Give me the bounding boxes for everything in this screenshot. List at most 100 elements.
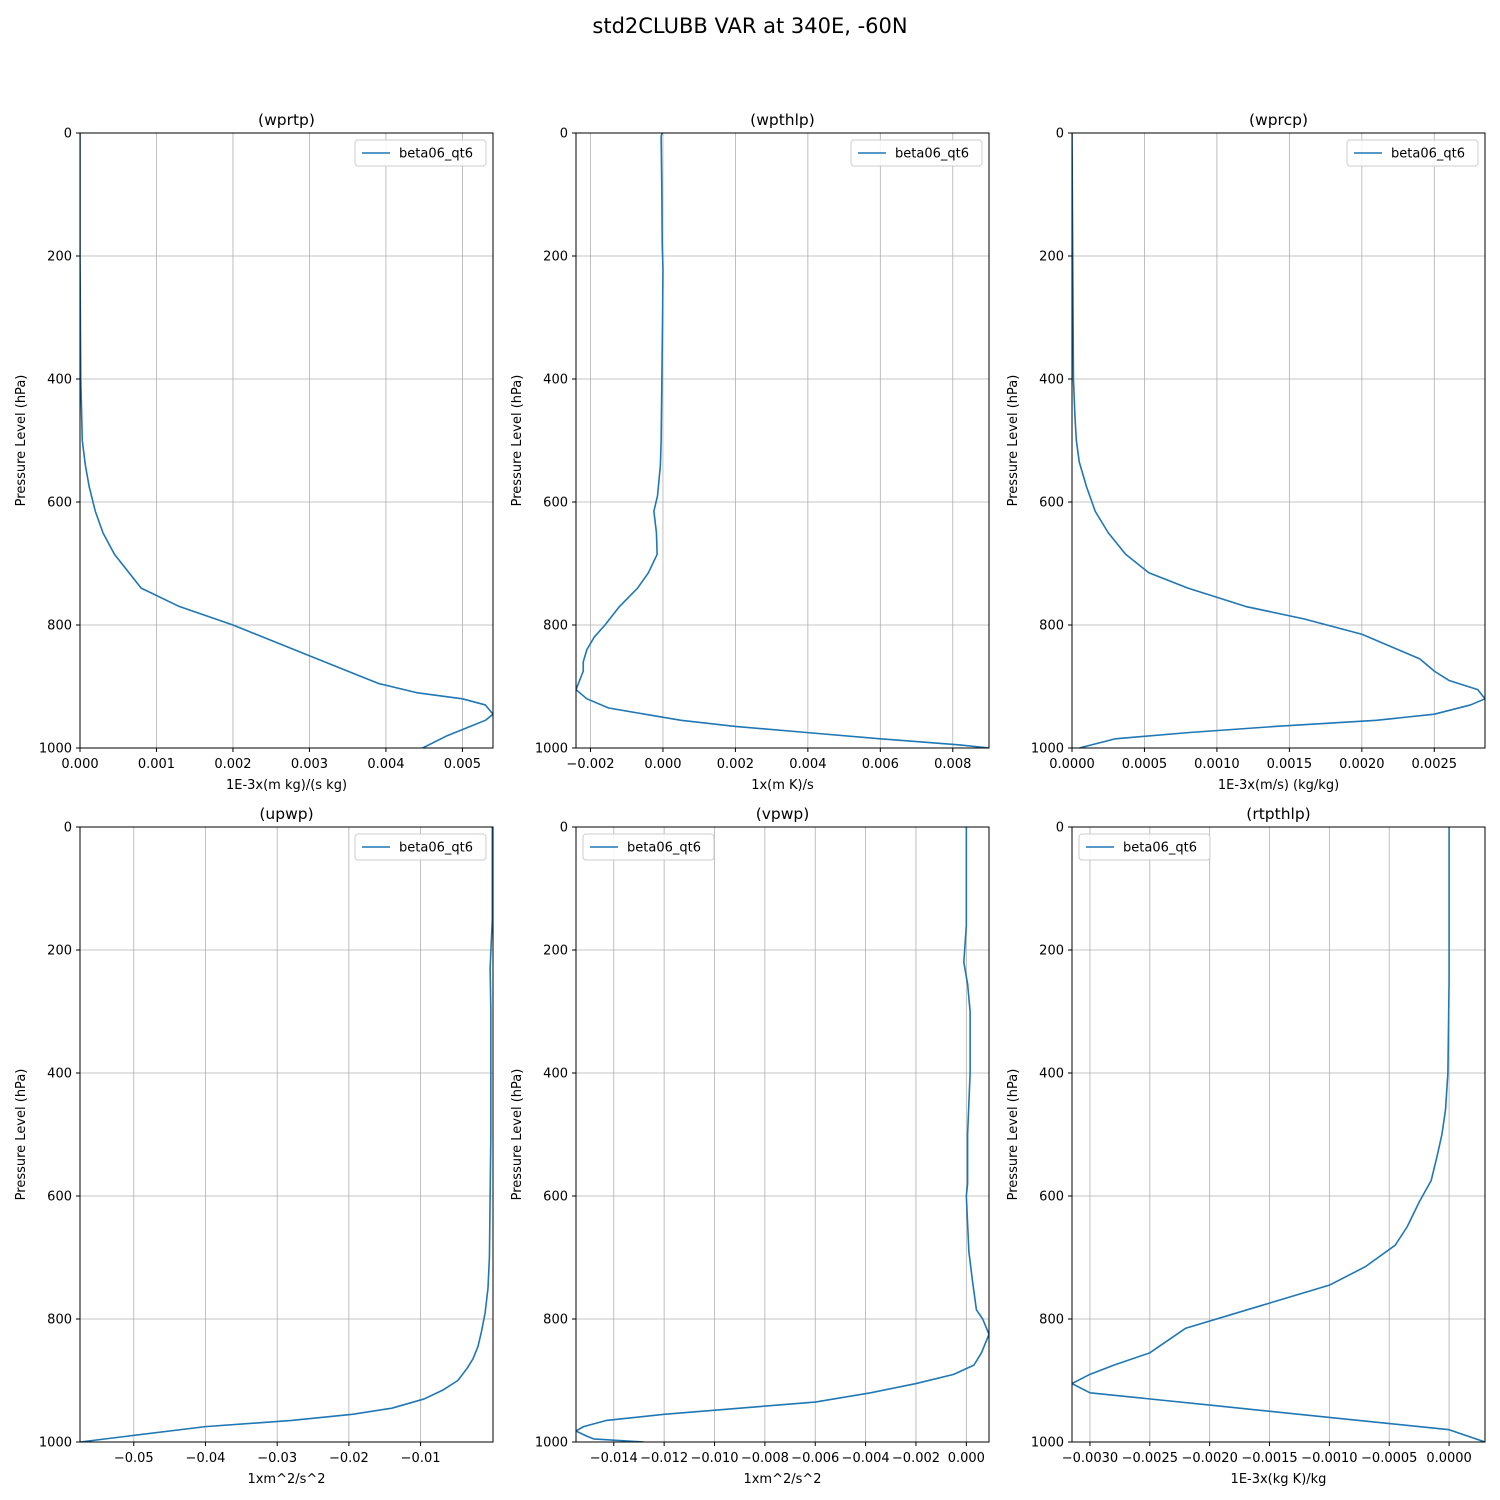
x-tick-label: 0.0005 xyxy=(1122,757,1168,772)
x-tick-label: −0.014 xyxy=(590,1451,638,1466)
x-tick-label: 0.002 xyxy=(214,757,251,772)
legend: beta06_qt6 xyxy=(354,833,487,861)
y-tick-label: 200 xyxy=(1039,944,1064,959)
x-tick-label: −0.05 xyxy=(114,1451,154,1466)
y-tick-label: 0 xyxy=(64,821,72,836)
x-tick-label: 0.0015 xyxy=(1267,757,1313,772)
y-tick-label: 400 xyxy=(47,1067,72,1082)
x-tick-label: 0.0000 xyxy=(1049,757,1095,772)
x-tick-label: −0.002 xyxy=(892,1451,940,1466)
y-tick-label: 0 xyxy=(1056,127,1064,142)
legend: beta06_qt6 xyxy=(354,139,487,167)
legend-box xyxy=(1078,833,1211,861)
y-axis-label: Pressure Level (hPa) xyxy=(14,1069,29,1201)
x-tick-label: 0.008 xyxy=(934,757,971,772)
legend-entry: beta06_qt6 xyxy=(895,147,969,162)
x-tick-label: −0.004 xyxy=(842,1451,890,1466)
y-tick-label: 0 xyxy=(560,127,568,142)
x-tick-label: 0.003 xyxy=(291,757,328,772)
legend-entry: beta06_qt6 xyxy=(399,841,473,856)
y-tick-label: 800 xyxy=(543,619,568,634)
y-tick-label: 200 xyxy=(543,944,568,959)
y-tick-label: 1000 xyxy=(1031,742,1064,757)
legend-box xyxy=(582,833,715,861)
x-axis-label: 1x(m K)/s xyxy=(751,778,814,793)
chart-panel-5: −0.014 −0.012 −0.010 −0.008 −0.006 −0.004 −0.0… xyxy=(510,805,990,1487)
y-tick-label: 800 xyxy=(1039,619,1064,634)
x-axis-label: 1xm^2/s^2 xyxy=(247,1472,325,1487)
legend: beta06_qt6 xyxy=(582,833,715,861)
y-tick-label: 600 xyxy=(543,496,568,511)
x-axis-label: 1E-3x(m/s) (kg/kg) xyxy=(1218,778,1339,793)
y-tick-label: 600 xyxy=(47,496,72,511)
series-line-beta06_qt6 xyxy=(1072,827,1485,1442)
y-tick-label: 200 xyxy=(1039,250,1064,265)
panel-title: (vpwp) xyxy=(756,805,810,823)
y-tick-label: 1000 xyxy=(535,1436,568,1451)
x-tick-label: 0.006 xyxy=(862,757,899,772)
x-tick-label: −0.03 xyxy=(257,1451,297,1466)
plot-frame xyxy=(575,826,990,1443)
y-tick-label: 400 xyxy=(543,1067,568,1082)
panel-title: (wprcp) xyxy=(1249,111,1308,129)
legend-entry: beta06_qt6 xyxy=(399,147,473,162)
y-tick-label: 400 xyxy=(1039,373,1064,388)
y-tick-label: 600 xyxy=(1039,496,1064,511)
y-tick-label: 200 xyxy=(47,250,72,265)
x-tick-label: 0.001 xyxy=(138,757,175,772)
x-tick-label: 0.002 xyxy=(717,757,754,772)
y-tick-label: 400 xyxy=(47,373,72,388)
x-tick-label: 0.000 xyxy=(948,1451,985,1466)
series-line-beta06_qt6 xyxy=(80,827,493,1442)
legend: beta06_qt6 xyxy=(850,139,983,167)
y-tick-label: 0 xyxy=(64,127,72,142)
legend-box xyxy=(354,833,487,861)
y-tick-label: 600 xyxy=(47,1190,72,1205)
legend-entry: beta06_qt6 xyxy=(1123,841,1197,856)
figure-title: std2CLUBB VAR at 340E, -60N xyxy=(592,14,908,38)
plot-frame xyxy=(79,132,494,749)
plot-frame xyxy=(79,826,494,1443)
x-axis-label: 1E-3x(m kg)/(s kg) xyxy=(226,778,347,793)
y-axis-label: Pressure Level (hPa) xyxy=(1006,1069,1021,1201)
plot-frame xyxy=(1071,132,1486,749)
plot-frame xyxy=(575,132,990,749)
y-tick-label: 1000 xyxy=(39,742,72,757)
series-line-beta06_qt6 xyxy=(1072,133,1485,748)
y-tick-label: 400 xyxy=(1039,1067,1064,1082)
y-tick-label: 1000 xyxy=(535,742,568,757)
y-tick-label: 800 xyxy=(1039,1313,1064,1328)
plot-frame xyxy=(1071,826,1486,1443)
y-tick-label: 0 xyxy=(1056,821,1064,836)
series-line-beta06_qt6 xyxy=(80,133,493,748)
x-tick-label: −0.04 xyxy=(186,1451,226,1466)
x-tick-label: 0.004 xyxy=(789,757,826,772)
panel-title: (rtpthlp) xyxy=(1246,805,1310,823)
y-tick-label: 200 xyxy=(47,944,72,959)
chart-panel-1: 0.000 0.001 0.002 0.003 0.004 0.005 0 200 400 600… xyxy=(14,111,494,793)
y-tick-label: 800 xyxy=(543,1313,568,1328)
x-tick-label: −0.002 xyxy=(566,757,614,772)
chart-panel-4: −0.05 −0.04 −0.03 −0.02 −0.01 0 200 400 600 800 10… xyxy=(14,805,494,1487)
y-axis-label: Pressure Level (hPa) xyxy=(510,1069,525,1201)
chart-panel-2: −0.002 0.000 0.002 0.004 0.006 0.008 0 200 400 60… xyxy=(510,111,990,793)
x-tick-label: −0.0020 xyxy=(1181,1451,1237,1466)
x-tick-label: 0.0025 xyxy=(1412,757,1458,772)
x-tick-label: −0.01 xyxy=(401,1451,441,1466)
legend-box xyxy=(354,139,487,167)
chart-panel-6: −0.0030 −0.0025 −0.0020 −0.0015 −0.0010 −0.00… xyxy=(1006,805,1486,1487)
x-tick-label: 0.005 xyxy=(444,757,481,772)
panel-title: (upwp) xyxy=(259,805,313,823)
legend-box xyxy=(850,139,983,167)
y-tick-label: 600 xyxy=(543,1190,568,1205)
y-tick-label: 1000 xyxy=(39,1436,72,1451)
x-tick-label: −0.02 xyxy=(329,1451,369,1466)
x-tick-label: −0.0030 xyxy=(1062,1451,1118,1466)
x-tick-label: 0.004 xyxy=(367,757,404,772)
y-axis-label: Pressure Level (hPa) xyxy=(510,375,525,507)
legend: beta06_qt6 xyxy=(1078,833,1211,861)
x-tick-label: −0.006 xyxy=(791,1451,839,1466)
x-axis-label: 1E-3x(kg K)/kg xyxy=(1231,1472,1327,1487)
legend-entry: beta06_qt6 xyxy=(627,841,701,856)
